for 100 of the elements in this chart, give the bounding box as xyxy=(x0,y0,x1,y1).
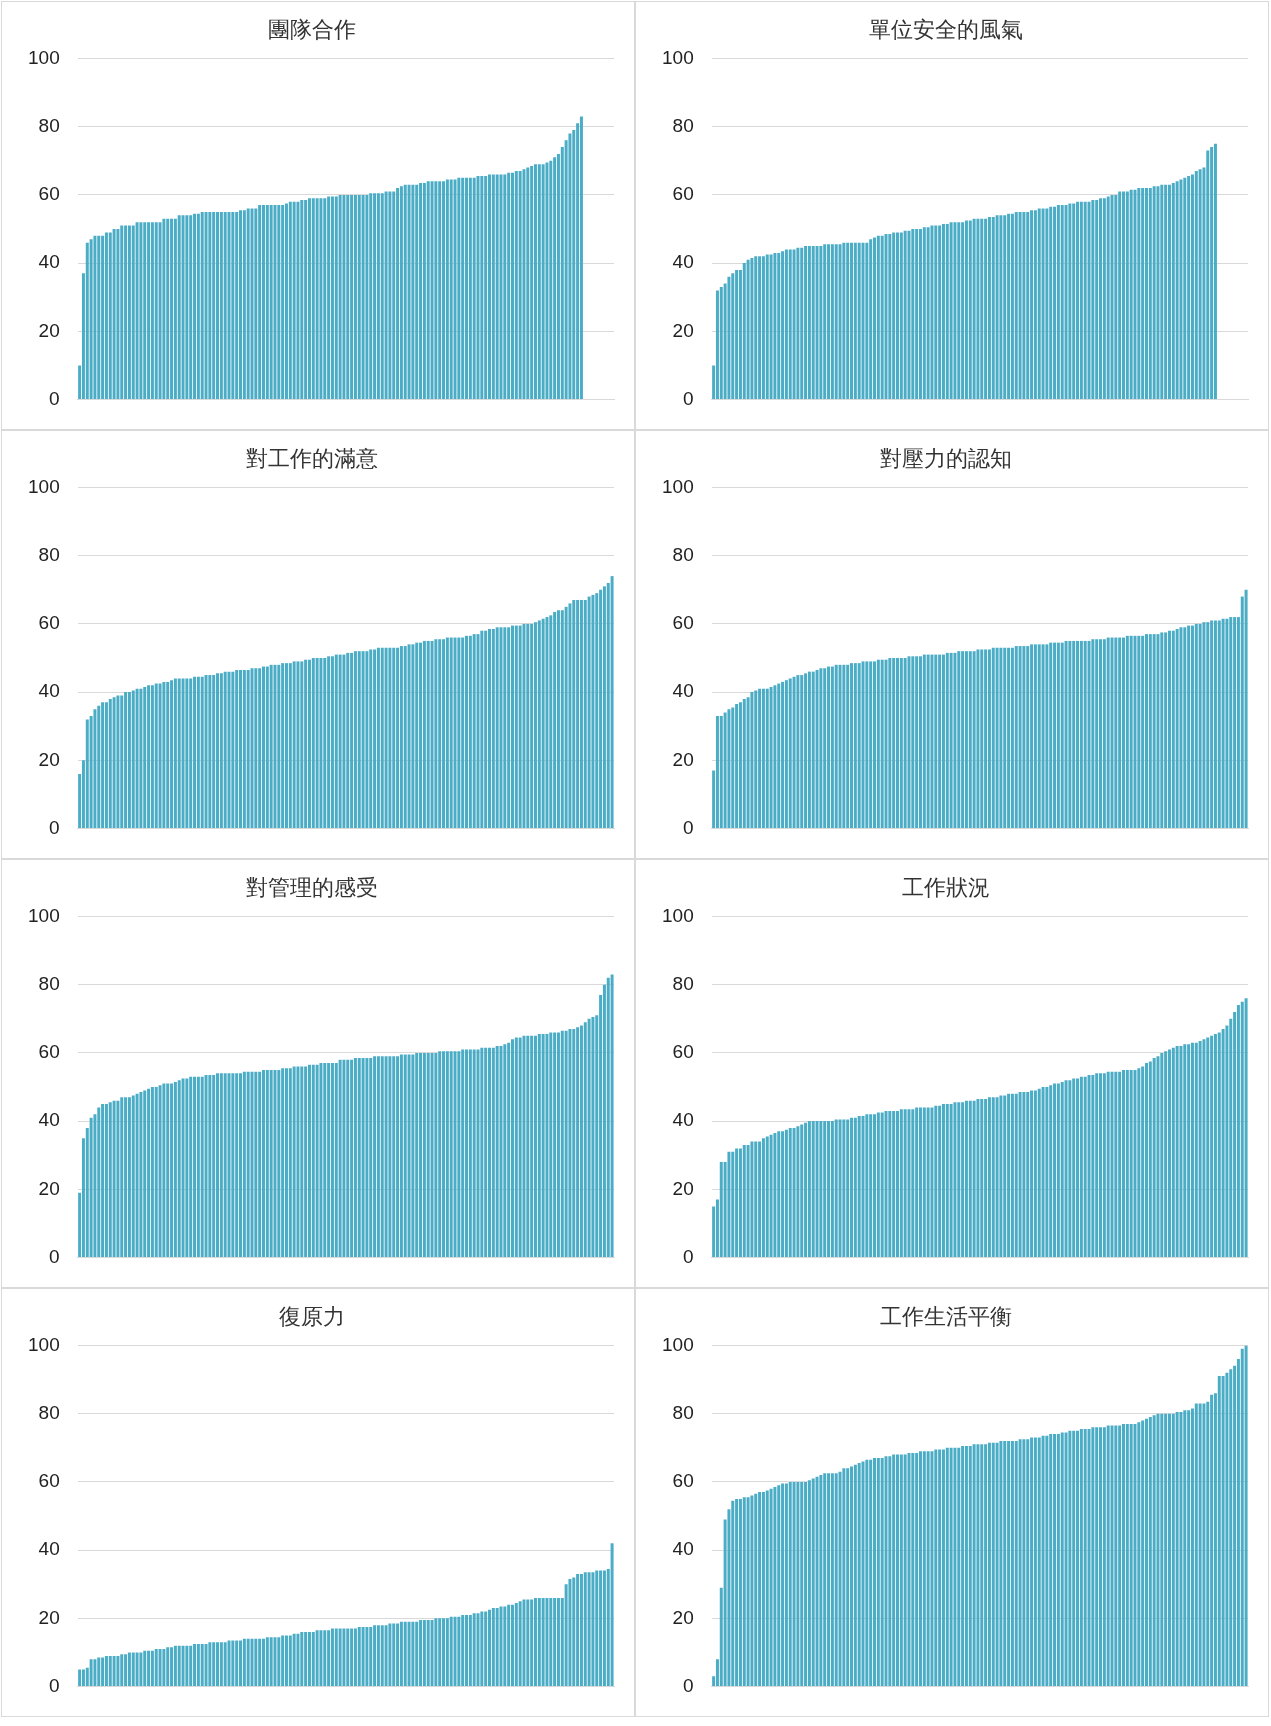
bar xyxy=(1213,620,1217,829)
bar xyxy=(1110,1425,1114,1687)
bar xyxy=(1064,1080,1068,1258)
bar xyxy=(1026,646,1030,829)
bar xyxy=(304,200,308,400)
bar xyxy=(480,1611,484,1687)
bar xyxy=(750,258,754,400)
bar xyxy=(491,629,495,829)
bar xyxy=(1030,1437,1034,1687)
bar xyxy=(457,637,461,829)
bar xyxy=(1099,198,1103,400)
bar xyxy=(823,244,827,400)
bar xyxy=(1018,211,1022,400)
bar xyxy=(1240,1348,1244,1687)
bar xyxy=(403,646,407,829)
bar xyxy=(1033,644,1037,829)
bar xyxy=(212,1075,216,1258)
bar xyxy=(869,239,873,400)
bar xyxy=(1091,200,1095,400)
bar xyxy=(945,223,949,400)
bar xyxy=(1087,1075,1091,1258)
bar xyxy=(216,1073,220,1258)
bar xyxy=(861,1116,865,1258)
bar xyxy=(273,664,277,829)
bar xyxy=(1079,1428,1083,1687)
bar xyxy=(1033,1437,1037,1687)
bar xyxy=(903,1454,907,1687)
bar xyxy=(346,1628,350,1687)
bar xyxy=(591,594,595,829)
bar xyxy=(1041,1087,1045,1258)
bar xyxy=(1129,1423,1133,1687)
bar xyxy=(315,198,319,400)
bar xyxy=(307,1064,311,1258)
bar xyxy=(235,669,239,829)
bar xyxy=(572,1029,576,1258)
bar xyxy=(1198,169,1202,400)
bar xyxy=(1175,1411,1179,1687)
bar xyxy=(338,1628,342,1687)
bar xyxy=(553,611,557,829)
bar xyxy=(934,1449,938,1687)
bar xyxy=(1229,617,1233,829)
bar xyxy=(758,1141,762,1258)
bar xyxy=(1179,1046,1183,1258)
y-tick-label: 80 xyxy=(672,543,694,565)
bar xyxy=(273,1637,277,1687)
bar xyxy=(442,181,446,400)
bar xyxy=(922,1451,926,1687)
bar xyxy=(334,1063,338,1258)
bar xyxy=(376,193,380,400)
bar xyxy=(930,1107,934,1258)
bar xyxy=(1007,647,1011,829)
bar xyxy=(899,1109,903,1258)
bar xyxy=(896,1110,899,1258)
bar xyxy=(815,1476,819,1687)
bar xyxy=(1190,174,1194,400)
bar xyxy=(541,1034,545,1258)
bar xyxy=(292,1066,296,1258)
y-tick-label: 100 xyxy=(28,475,60,497)
bar xyxy=(773,1487,777,1687)
y-tick-label: 20 xyxy=(38,1606,60,1628)
bar xyxy=(796,247,800,400)
bar xyxy=(170,1083,174,1258)
bar xyxy=(827,1473,831,1687)
bar xyxy=(1137,1068,1141,1258)
bar xyxy=(987,1097,991,1258)
bar xyxy=(1022,646,1026,829)
bar xyxy=(1007,1440,1011,1687)
bar xyxy=(727,1151,731,1258)
bar xyxy=(1114,194,1118,400)
bar xyxy=(968,1100,972,1258)
bar xyxy=(491,1047,495,1258)
bar xyxy=(246,1071,250,1258)
bar xyxy=(1102,1073,1106,1258)
bar xyxy=(468,1614,472,1687)
bar xyxy=(811,671,815,829)
y-tick-label: 40 xyxy=(38,251,60,273)
bar xyxy=(242,1638,246,1687)
bar xyxy=(442,1051,446,1258)
y-tick-label: 80 xyxy=(672,972,694,994)
bar xyxy=(1076,1430,1080,1687)
bar xyxy=(572,1577,576,1687)
y-tick-label: 60 xyxy=(38,183,60,205)
bar xyxy=(388,647,392,829)
bar xyxy=(765,688,769,829)
bar xyxy=(204,1643,208,1687)
bar xyxy=(850,1117,854,1258)
bar xyxy=(827,1121,831,1258)
bar xyxy=(545,617,549,829)
bar xyxy=(246,1638,250,1687)
bar xyxy=(1206,150,1210,400)
bar xyxy=(93,1659,97,1687)
bar xyxy=(537,1034,541,1258)
bar xyxy=(208,1075,212,1258)
bar xyxy=(503,1606,507,1687)
bar xyxy=(784,1483,788,1687)
y-tick-label: 0 xyxy=(683,387,694,409)
bar xyxy=(830,1473,834,1687)
bar xyxy=(491,1608,495,1687)
bar xyxy=(746,1497,750,1687)
bar xyxy=(533,1035,537,1258)
